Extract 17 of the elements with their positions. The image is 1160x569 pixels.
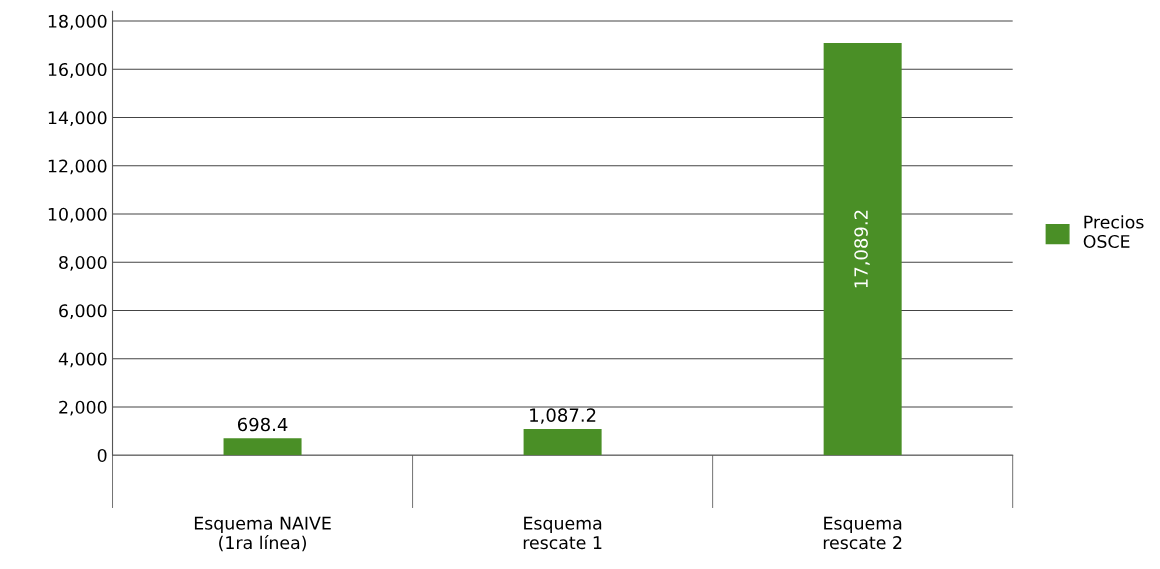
y-tick-label: 4,000 — [58, 352, 107, 368]
data-label: 17,089.2 — [854, 210, 870, 288]
x-tick-label: Esquema rescate 1 — [523, 516, 602, 550]
y-tick-label: 6,000 — [59, 304, 107, 320]
y-tick-label: 2,000 — [59, 400, 107, 416]
x-tick-label: Esquema rescate 2 — [823, 516, 902, 550]
y-tick-label: 14,000 — [48, 111, 107, 127]
y-tick-label: 18,000 — [48, 14, 107, 30]
y-tick-label: 8,000 — [59, 255, 107, 271]
y-tick-label: 10,000 — [48, 207, 107, 223]
legend-label: Precios OSCE — [1083, 215, 1144, 249]
data-label: 698.4 — [237, 417, 288, 432]
y-tick-label: 12,000 — [48, 159, 107, 175]
x-tick-label: Esquema NAIVE (1ra línea) — [194, 516, 331, 552]
y-tick-label: 16,000 — [48, 62, 107, 78]
data-label: 1,087.2 — [530, 408, 596, 424]
y-tick-label: 0 — [97, 448, 107, 463]
